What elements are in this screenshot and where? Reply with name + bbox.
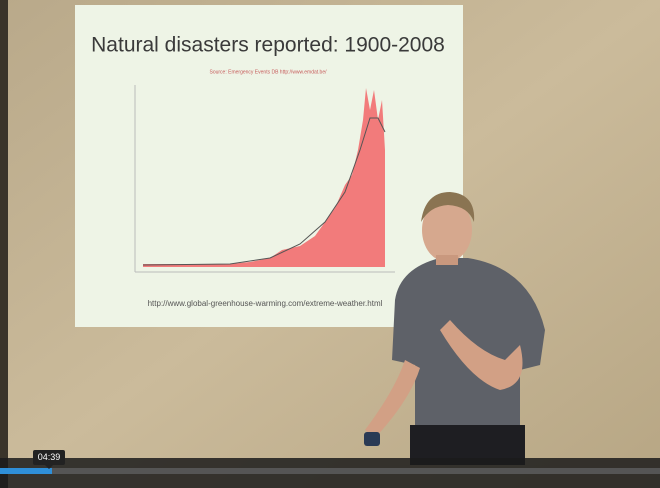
neck bbox=[436, 255, 458, 265]
face bbox=[422, 198, 472, 262]
slide-background bbox=[75, 5, 463, 327]
time-label: 04:39 bbox=[38, 452, 61, 462]
left-edge bbox=[0, 0, 8, 488]
clicker bbox=[364, 432, 380, 446]
slide-chart-trend bbox=[142, 117, 386, 266]
progress-track[interactable] bbox=[0, 468, 660, 474]
tooltip-pointer bbox=[45, 465, 53, 469]
slide-title: Natural disasters reported: 1900-2008 bbox=[91, 34, 445, 57]
right-arm bbox=[440, 320, 523, 390]
presenter bbox=[364, 192, 545, 465]
slide-url: http://www.global-greenhouse-warming.com… bbox=[148, 299, 383, 308]
progress-played bbox=[0, 468, 52, 474]
time-tooltip bbox=[33, 450, 65, 465]
slide-chart-bars bbox=[143, 88, 385, 267]
slide-source: Source: Emergency Events DB http://www.e… bbox=[210, 69, 328, 75]
left-arm bbox=[365, 360, 420, 438]
slide: Natural disasters reported: 1900-2008 So… bbox=[75, 5, 463, 327]
hair bbox=[421, 192, 475, 222]
